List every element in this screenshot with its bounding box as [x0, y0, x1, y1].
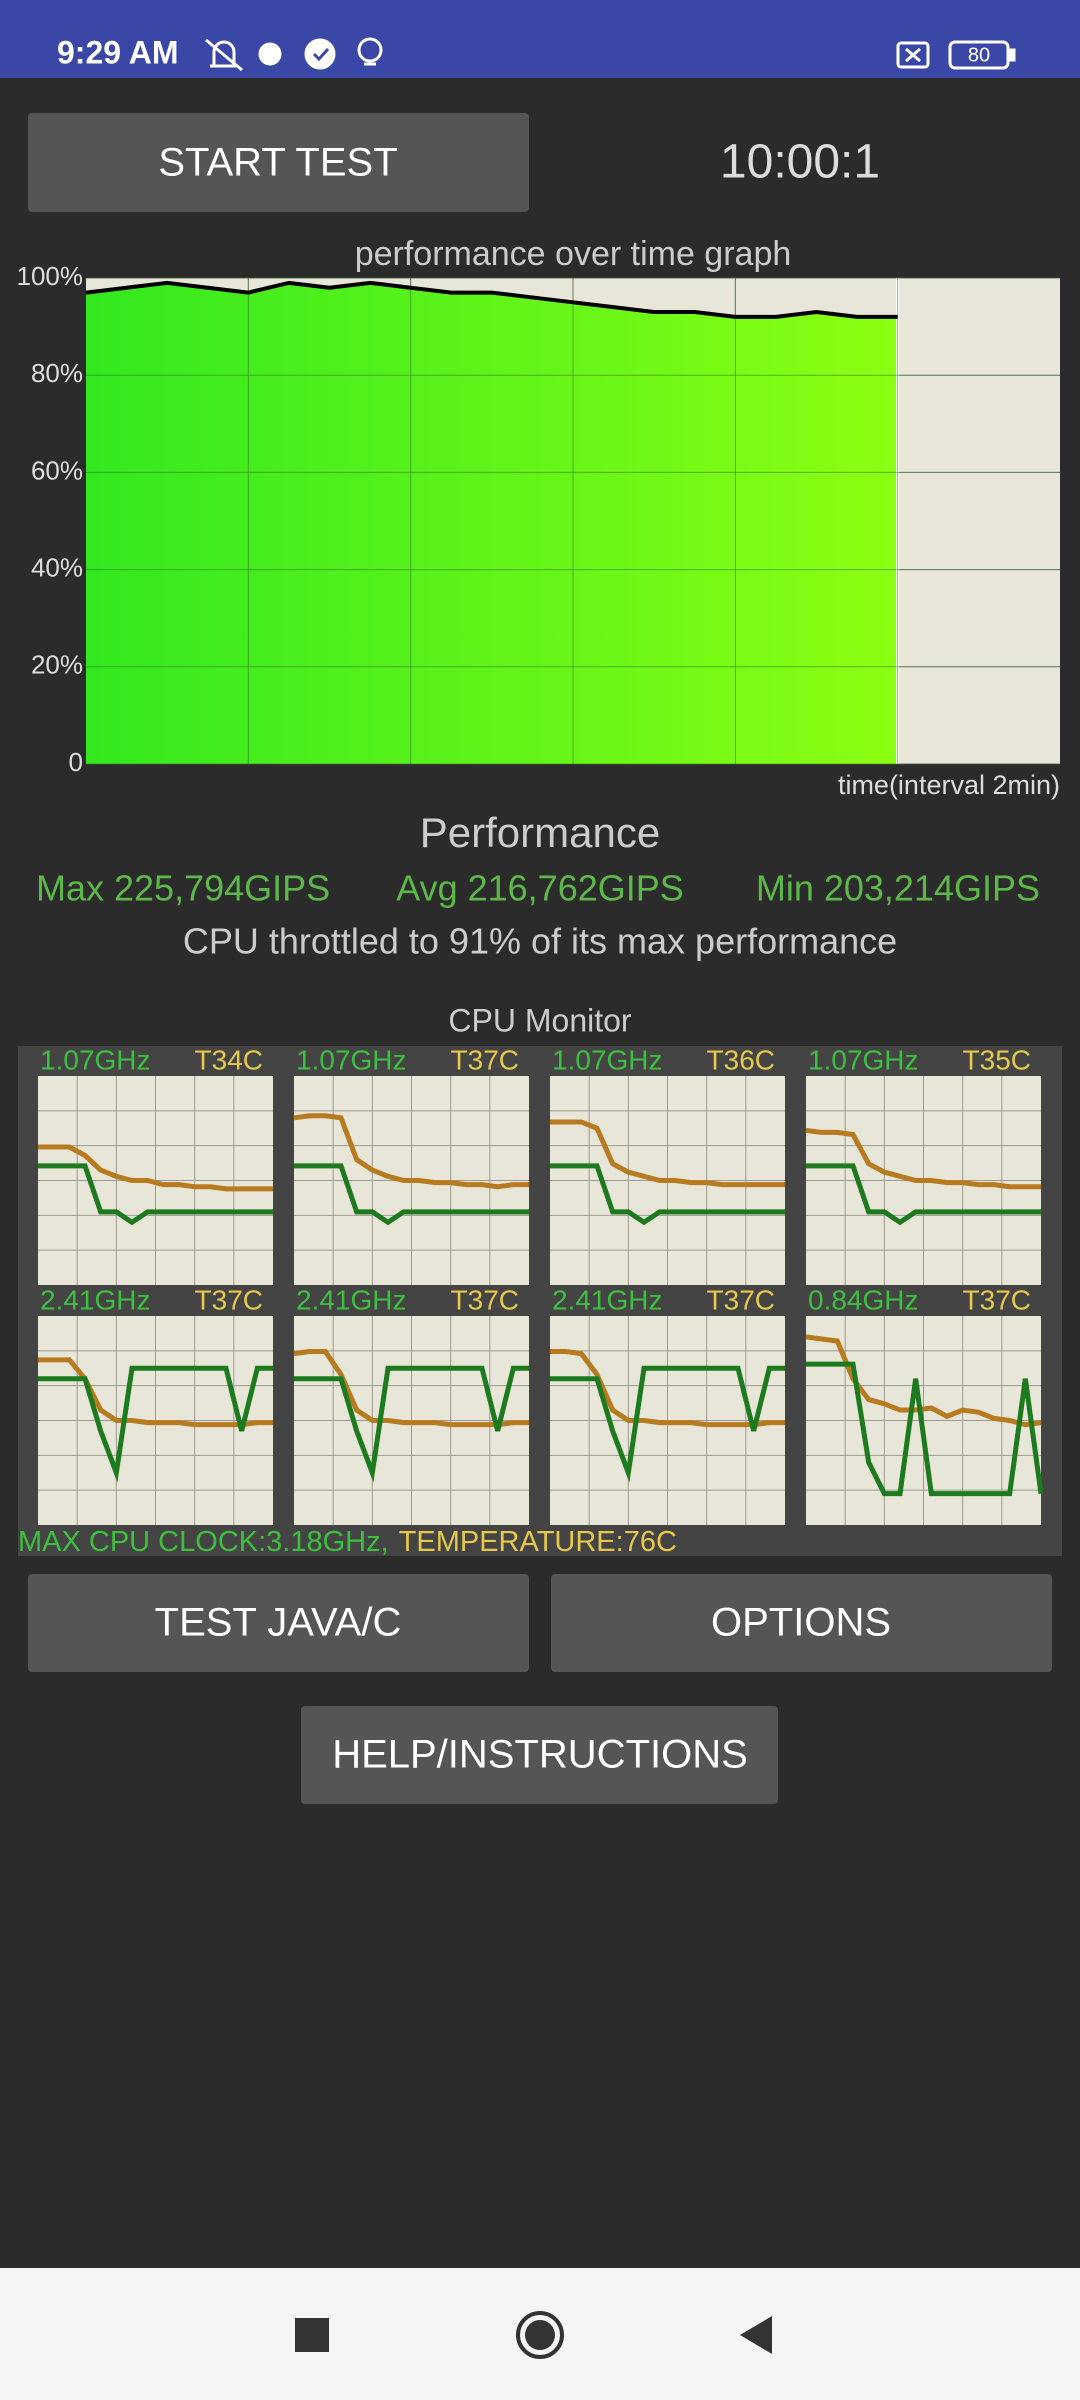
perf-min: Min 203,214GIPS	[756, 868, 1040, 909]
start-button-label: START TEST	[158, 141, 397, 185]
graph-title: performance over time graph	[355, 235, 792, 273]
core-frequency: 2.41GHz	[40, 1284, 151, 1315]
y-tick-label: 20%	[31, 650, 83, 680]
options-button-label: OPTIONS	[711, 1601, 891, 1645]
core-frequency-line	[550, 1365, 785, 1483]
core-temperature: T35C	[963, 1044, 1031, 1075]
x-axis-label: time(interval 2min)	[838, 770, 1060, 800]
status-bar	[0, 0, 1080, 78]
core-frequency: 2.41GHz	[552, 1284, 663, 1315]
y-tick-label: 0	[69, 747, 83, 777]
core-frequency-line	[550, 1163, 785, 1226]
core-temperature: T34C	[195, 1044, 263, 1075]
y-tick-label: 80%	[31, 358, 83, 388]
core-frequency: 0.84GHz	[808, 1284, 919, 1315]
core-frequency: 1.07GHz	[552, 1044, 663, 1075]
y-tick-label: 40%	[31, 552, 83, 582]
y-tick-label: 60%	[31, 455, 83, 485]
core-chart: 2.41GHz T37C	[550, 1284, 785, 1525]
options-button[interactable]: OPTIONS	[551, 1574, 1052, 1672]
core-chart: 2.41GHz T37C	[293, 1284, 529, 1525]
core-chart: 1.07GHz T34C	[38, 1044, 273, 1285]
max-temperature: TEMPERATURE:76C	[399, 1526, 677, 1558]
timer: 10:00:1	[720, 136, 880, 189]
core-frequency-line	[294, 1163, 529, 1226]
core-frequency-line	[38, 1163, 273, 1226]
max-clock: MAX CPU CLOCK:3.18GHz,	[18, 1526, 389, 1558]
plot	[85, 277, 1060, 765]
core-chart: 2.41GHz T37C	[38, 1284, 273, 1525]
core-temperature-line	[805, 1127, 1041, 1190]
core-temperature: T37C	[451, 1044, 519, 1075]
throttle-note: CPU throttled to 91% of its max performa…	[183, 921, 897, 962]
core-temperature-line	[38, 1357, 273, 1428]
core-chart: 0.84GHz T37C	[805, 1284, 1044, 1525]
performance-line	[85, 280, 898, 319]
core-temperature-line	[805, 1334, 1042, 1428]
core-frequency: 1.07GHz	[808, 1044, 919, 1075]
status-icons	[205, 37, 1016, 72]
core-frequency-line	[294, 1365, 529, 1483]
core-chart: 1.07GHz T36C	[550, 1044, 785, 1285]
help-button-label: HELP/INSTRUCTIONS	[332, 1733, 748, 1777]
nav-home[interactable]	[516, 2311, 564, 2359]
core-frequency: 2.41GHz	[296, 1284, 407, 1315]
test-button-label: TEST JAVA/C	[155, 1601, 402, 1645]
y-tick-label: 100%	[17, 261, 84, 291]
nav-back[interactable]	[740, 2316, 772, 2354]
core-temperature-line	[550, 1119, 785, 1188]
core-temperature: T37C	[451, 1284, 519, 1315]
performance-title: Performance	[420, 809, 660, 856]
core-frequency: 1.07GHz	[40, 1044, 151, 1075]
core-chart: 1.07GHz T37C	[293, 1044, 529, 1285]
core-temperature: T37C	[963, 1284, 1031, 1315]
perf-avg: Avg 216,762GIPS	[396, 868, 684, 909]
core-temperature-line	[293, 1349, 529, 1428]
cpu-cores: 1.07GHz T34C 1.07GHz T37C 1.07GHz T36C 1.07GHz…	[38, 1044, 1044, 1525]
test-button[interactable]: TEST JAVA/C	[28, 1574, 529, 1672]
core-frequency: 1.07GHz	[296, 1044, 407, 1075]
help-button[interactable]: HELP/INSTRUCTIONS	[301, 1706, 778, 1804]
core-temperature: T37C	[195, 1284, 263, 1315]
battery-level: 80	[968, 44, 990, 66]
core-temperature-line	[293, 1113, 529, 1190]
perf-max: Max 225,794GIPS	[36, 868, 330, 909]
nav-recents[interactable]	[295, 2318, 329, 2352]
core-temperature-line	[38, 1144, 273, 1192]
start-button[interactable]: START TEST	[28, 113, 529, 212]
core-frequency-line	[38, 1365, 273, 1483]
core-temperature: T37C	[707, 1284, 775, 1315]
core-frequency-line	[806, 1163, 1041, 1226]
core-temperature-line	[550, 1349, 785, 1428]
core-chart: 1.07GHz T35C	[805, 1044, 1041, 1285]
cpu-summary: MAX CPU CLOCK:3.18GHz, TEMPERATURE:76C	[18, 1526, 677, 1558]
performance-area	[86, 282, 898, 764]
core-frequency-line	[806, 1361, 1044, 1497]
core-temperature: T36C	[707, 1044, 775, 1075]
status-time: 9:29 AM	[57, 34, 179, 70]
cpu-monitor-title: CPU Monitor	[448, 1002, 632, 1038]
